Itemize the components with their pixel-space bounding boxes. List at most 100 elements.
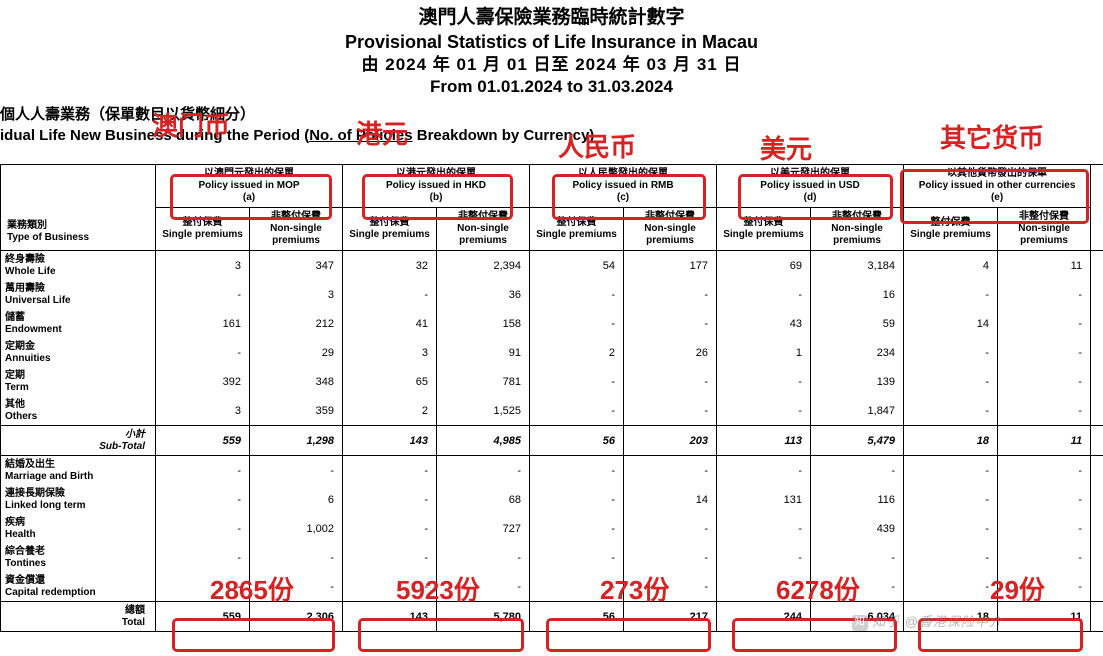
cell: 347 [250,251,343,281]
cell: - [998,280,1091,309]
period-cn: 由 2024 年 01 月 01 日至 2024 年 03 月 31 日 [0,54,1103,76]
cell: - [717,367,811,396]
cell: - [998,485,1091,514]
cell: 1,525 [437,396,530,426]
cell: - [437,456,530,486]
cell: - [904,514,998,543]
cell: 131 [717,485,811,514]
cell: - [530,396,624,426]
cell: 2 [343,396,437,426]
cell: - [156,514,250,543]
cell: 3,184 [811,251,904,281]
cell: - [904,543,998,572]
subtotal-row: 小計Sub-Total 5591,298 1434,985 56203 1135… [1,426,1103,456]
period-en: From 01.01.2024 to 31.03.2024 [0,76,1103,98]
cell: 439 [811,514,904,543]
cell: - [998,396,1091,426]
row-label: 綜合養老Tontines [1,543,156,572]
row-label: 儲蓄Endowment [1,309,156,338]
table-row: 綜合養老Tontines---------- [1,543,1103,572]
cell: - [624,309,717,338]
cell: 91 [437,338,530,367]
cell: 234 [811,338,904,367]
table-row: 疾病Health-1,002-727---439-- [1,514,1103,543]
row-label: 結婚及出生Marriage and Birth [1,456,156,486]
cell: - [343,543,437,572]
cell: - [998,456,1091,486]
row-label: 定期Term [1,367,156,396]
title-en: Provisional Statistics of Life Insurance… [0,31,1103,54]
redbox-head-hkd [362,174,513,220]
cell: 2 [530,338,624,367]
row-label: 定期金Annuities [1,338,156,367]
cell: - [624,396,717,426]
cell: - [530,514,624,543]
cell: 392 [156,367,250,396]
cell: - [904,572,998,602]
cell: 1,002 [250,514,343,543]
cell: 32 [343,251,437,281]
colhead-overflow [1091,165,1103,251]
cell: 161 [156,309,250,338]
cell: 6 [250,485,343,514]
title-cn: 澳門人壽保險業務臨時統計數字 [0,6,1103,31]
cell: 1 [717,338,811,367]
cell: - [624,280,717,309]
cell: - [904,367,998,396]
redbox-total-mop [172,618,335,652]
cell: 59 [811,309,904,338]
cell: - [904,338,998,367]
table-row: 定期Term39234865781---139-- [1,367,1103,396]
row-label: 其他Others [1,396,156,426]
row-label: 疾病Health [1,514,156,543]
cell: - [998,367,1091,396]
cell: 14 [904,309,998,338]
cell: 36 [437,280,530,309]
cell: - [530,280,624,309]
cell: 727 [437,514,530,543]
annotation-other: 其它货币 [940,118,1044,155]
redbox-head-mop [170,174,332,220]
cell: - [717,396,811,426]
cell: 4 [904,251,998,281]
cell: 1,847 [811,396,904,426]
cell: 212 [250,309,343,338]
cell: 69 [717,251,811,281]
cell: 2,394 [437,251,530,281]
cell: 139 [811,367,904,396]
cell: - [343,456,437,486]
annotation-usd: 美元 [760,129,812,166]
cell: - [530,456,624,486]
cell: 16 [811,280,904,309]
cell: 158 [437,309,530,338]
annotation-total-hkd: 5923份 [396,570,480,607]
cell: - [624,543,717,572]
cell: - [624,367,717,396]
annotation-total-usd: 6278份 [776,570,860,607]
cell: - [250,456,343,486]
redbox-head-rmb [552,174,706,220]
cell: - [717,456,811,486]
cell: - [998,543,1091,572]
page-header: 澳門人壽保險業務臨時統計數字 Provisional Statistics of… [0,0,1103,98]
cell: - [250,543,343,572]
cell: - [998,309,1091,338]
cell: 68 [437,485,530,514]
data-table: 業務類別Type of Business 以澳門元發出的保單Policy iss… [0,164,1103,632]
cell: - [624,514,717,543]
cell: - [156,543,250,572]
table-row: 儲蓄Endowment16121241158--435914- [1,309,1103,338]
cell: - [717,280,811,309]
redbox-head-usd [738,174,893,220]
row-label: 資金償還Capital redemption [1,572,156,602]
cell: - [530,367,624,396]
watermark: 知知乎 @香港保险中介 [852,611,1003,631]
cell: - [530,309,624,338]
cell: - [156,338,250,367]
annotation-rmb: 人民币 [558,127,636,164]
colhead-type: 業務類別Type of Business [1,165,156,251]
cell: 781 [437,367,530,396]
cell: - [811,456,904,486]
table-row: 結婚及出生Marriage and Birth---------- [1,456,1103,486]
cell: 65 [343,367,437,396]
